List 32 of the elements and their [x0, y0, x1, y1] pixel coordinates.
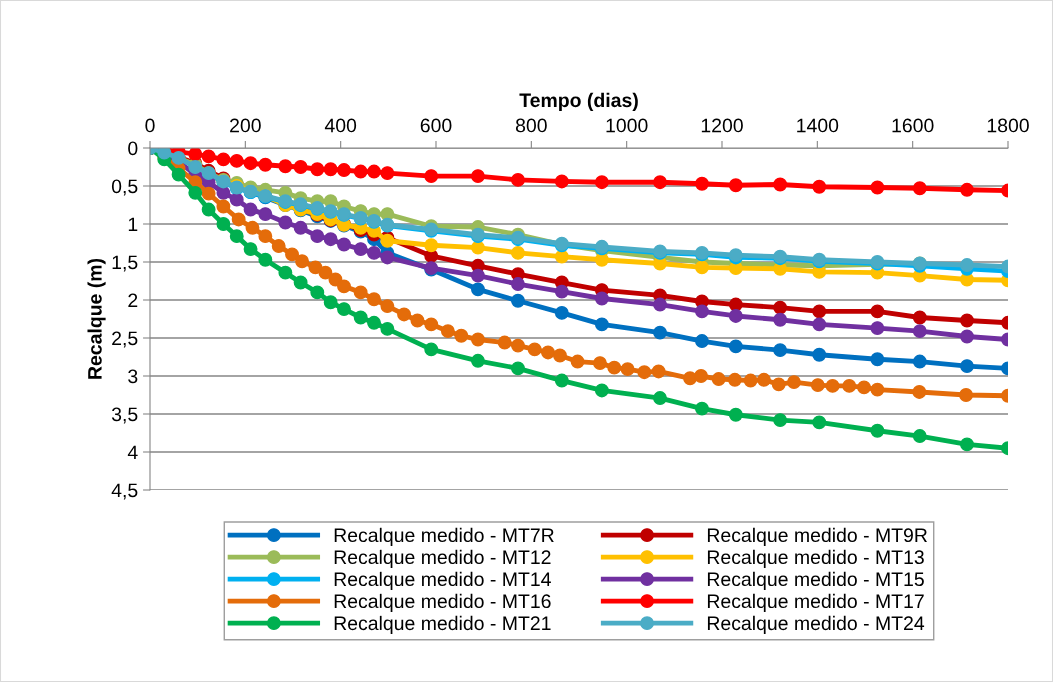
y-tick-label: 4,5 [111, 483, 138, 500]
y-tick-label: 3 [128, 369, 138, 384]
y-tick-label: 3,5 [111, 407, 138, 424]
y-axis-title: Recalque (m) [87, 258, 106, 379]
x-tick-label: 0 [145, 118, 155, 133]
legend-label: Recalque medido - MT14 [334, 571, 551, 590]
y-tick-label: 2 [128, 293, 138, 308]
y-tick-label: 4 [127, 445, 138, 460]
x-tick-label: 200 [230, 118, 261, 133]
legend-label: Recalque medido - MT9R [707, 527, 927, 546]
y-tick-label: 0 [128, 141, 138, 156]
x-tick-label: 1200 [701, 118, 743, 133]
legend-label: Recalque medido - MT17 [707, 593, 924, 612]
legend-label: Recalque medido - MT12 [334, 549, 551, 568]
x-tick-label: 400 [324, 118, 357, 133]
legend-label: Recalque medido - MT16 [334, 593, 551, 612]
y-tick-label: 0,5 [111, 179, 138, 196]
x-tick-label: 1000 [606, 118, 648, 133]
x-tick-label: 600 [420, 118, 452, 133]
legend-label: Recalque medido - MT15 [707, 571, 924, 590]
x-tick-label: 1600 [892, 118, 934, 133]
y-tick-label: 2,5 [112, 331, 138, 348]
legend-label: Recalque medido - MT21 [334, 615, 551, 634]
legend-label: Recalque medido - MT24 [707, 615, 925, 634]
y-tick-label: 1,5 [112, 255, 138, 272]
x-axis-title: Tempo (dias) [519, 92, 638, 111]
y-tick-label: 1 [128, 217, 138, 232]
legend-label: Recalque medido - MT13 [707, 549, 924, 568]
x-tick-label: 1800 [987, 118, 1029, 133]
legend-label: Recalque medido - MT7R [334, 527, 554, 546]
x-tick-label: 1400 [797, 118, 839, 133]
x-tick-label: 800 [515, 118, 547, 133]
